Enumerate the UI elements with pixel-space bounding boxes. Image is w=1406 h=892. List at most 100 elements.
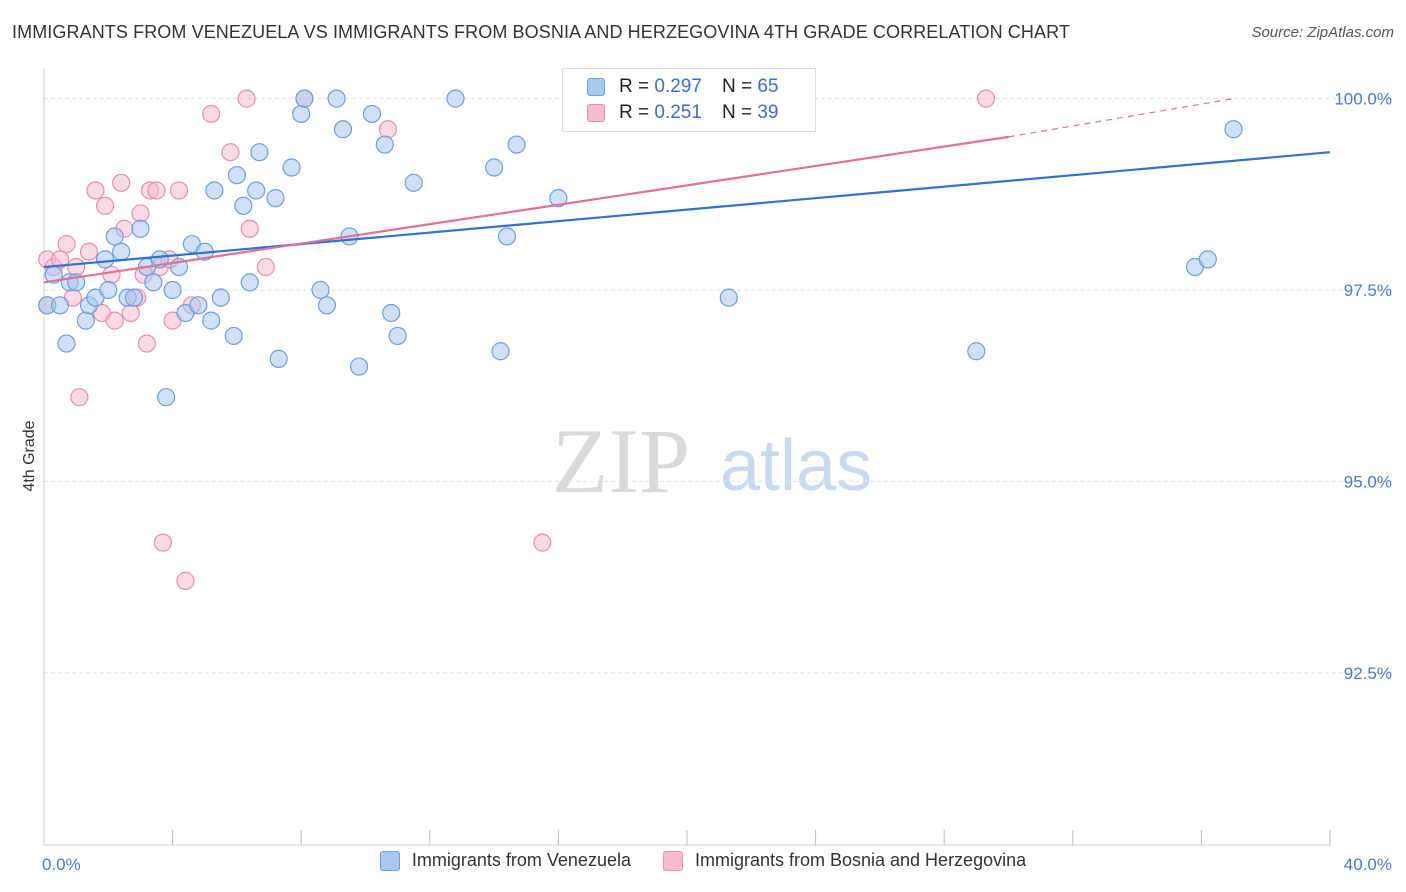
series-legend: Immigrants from Venezuela Immigrants fro… <box>0 850 1406 871</box>
data-point-bosnia <box>121 303 140 323</box>
series-legend-item-bosnia[interactable]: Immigrants from Bosnia and Herzegovina <box>662 850 1027 871</box>
data-point-venezuela <box>144 273 163 292</box>
data-point-bosnia <box>70 388 89 407</box>
data-point-bosnia <box>176 571 195 590</box>
legend-r-value: 0.297 <box>654 76 702 97</box>
data-point-bosnia <box>112 173 131 192</box>
data-point-venezuela <box>234 196 253 215</box>
legend-row-bosnia: R = 0.251 N = 39 <box>587 100 778 126</box>
data-point-venezuela <box>157 388 176 407</box>
source-credit: Source: ZipAtlas.com <box>1251 24 1394 41</box>
legend-r-label: R = <box>619 102 650 123</box>
data-point-venezuela <box>311 280 330 300</box>
series-bosnia-points <box>38 89 996 590</box>
legend-n-value: 39 <box>757 102 779 123</box>
legend-r-value: 0.251 <box>654 102 702 123</box>
data-point-venezuela <box>333 120 353 139</box>
trend-line-venezuela <box>43 151 1331 269</box>
data-point-bosnia <box>237 89 256 108</box>
series-legend-item-venezuela[interactable]: Immigrants from Venezuela <box>379 850 631 871</box>
data-point-bosnia <box>169 181 189 200</box>
data-point-venezuela <box>99 280 118 300</box>
data-point-venezuela <box>227 166 246 185</box>
data-point-venezuela <box>266 189 285 208</box>
legend-swatch-pink <box>587 104 605 122</box>
data-point-bosnia <box>137 334 156 353</box>
data-point-venezuela <box>485 158 504 177</box>
data-point-bosnia <box>256 257 275 277</box>
data-point-venezuela <box>269 349 288 368</box>
y-axis-title: 4th Grade <box>21 420 38 491</box>
series-venezuela-points <box>38 89 1243 407</box>
data-point-venezuela <box>549 189 568 208</box>
x-ticks <box>172 830 1331 845</box>
watermark-zip: ZIP <box>552 410 690 512</box>
watermark-atlas: atlas <box>720 426 872 506</box>
data-point-venezuela <box>57 334 76 353</box>
data-point-bosnia <box>240 219 259 238</box>
data-point-bosnia <box>50 250 70 269</box>
data-point-bosnia <box>533 533 552 552</box>
data-point-bosnia <box>378 120 398 139</box>
legend-n-value: 65 <box>757 76 779 97</box>
data-point-venezuela <box>247 181 266 200</box>
legend-row-venezuela: R = 0.297 N = 65 <box>587 74 778 100</box>
trend-line-bosnia-extension <box>1008 98 1234 138</box>
data-point-venezuela <box>349 357 369 376</box>
data-point-venezuela <box>105 227 124 246</box>
data-point-venezuela <box>388 326 407 346</box>
trend-line-bosnia <box>43 135 1009 284</box>
y-tick-label: 100.0% <box>1334 90 1392 109</box>
y-tick-labels: 100.0% 97.5% 95.0% 92.5% <box>1334 90 1392 683</box>
data-point-bosnia <box>67 257 86 277</box>
data-point-venezuela <box>250 143 269 162</box>
correlation-legend: R = 0.297 N = 65 R = 0.251 N = 39 <box>562 68 816 132</box>
data-point-bosnia <box>976 89 996 108</box>
data-point-venezuela <box>382 303 401 323</box>
data-point-venezuela <box>375 135 394 154</box>
data-point-venezuela <box>446 89 465 108</box>
data-point-venezuela <box>124 288 144 307</box>
data-point-venezuela <box>295 89 314 108</box>
legend-r-label: R = <box>619 76 650 97</box>
data-point-bosnia <box>105 311 124 330</box>
series-legend-label: Immigrants from Bosnia and Herzegovina <box>694 850 1027 870</box>
series-swatch-blue <box>379 850 400 871</box>
data-point-venezuela <box>327 89 346 108</box>
x-tick-label-min: 0.0% <box>42 855 81 874</box>
data-point-bosnia <box>153 533 173 552</box>
data-point-venezuela <box>50 296 70 315</box>
data-point-venezuela <box>224 326 243 346</box>
data-point-bosnia <box>86 181 105 200</box>
data-point-bosnia <box>221 143 240 162</box>
series-swatch-pink <box>662 850 683 871</box>
data-point-venezuela <box>240 273 259 292</box>
data-point-venezuela <box>497 227 517 246</box>
chart-title: IMMIGRANTS FROM VENEZUELA VS IMMIGRANTS … <box>12 22 1070 42</box>
x-tick-label-max: 40.0% <box>1344 855 1392 874</box>
series-legend-label: Immigrants from Venezuela <box>411 850 631 870</box>
data-point-venezuela <box>282 158 301 177</box>
data-point-venezuela <box>1198 250 1217 269</box>
data-point-venezuela <box>404 173 423 192</box>
data-point-bosnia <box>147 181 166 200</box>
legend-n-label: N = <box>721 76 753 97</box>
data-point-bosnia <box>79 242 99 261</box>
data-point-venezuela <box>292 104 311 124</box>
data-point-venezuela <box>719 288 738 307</box>
data-point-venezuela <box>76 311 95 330</box>
data-point-venezuela <box>205 181 224 200</box>
data-point-venezuela <box>211 288 230 307</box>
data-point-bosnia <box>202 104 221 124</box>
y-tick-label: 97.5% <box>1344 281 1392 300</box>
data-point-bosnia <box>95 196 115 215</box>
data-point-bosnia <box>102 265 121 284</box>
gridlines <box>44 98 1392 674</box>
data-point-venezuela <box>967 342 986 361</box>
legend-n-label: N = <box>721 102 753 123</box>
data-point-venezuela <box>95 250 115 269</box>
y-tick-label: 92.5% <box>1344 664 1392 683</box>
data-point-venezuela <box>317 296 337 315</box>
data-point-venezuela <box>507 135 526 154</box>
